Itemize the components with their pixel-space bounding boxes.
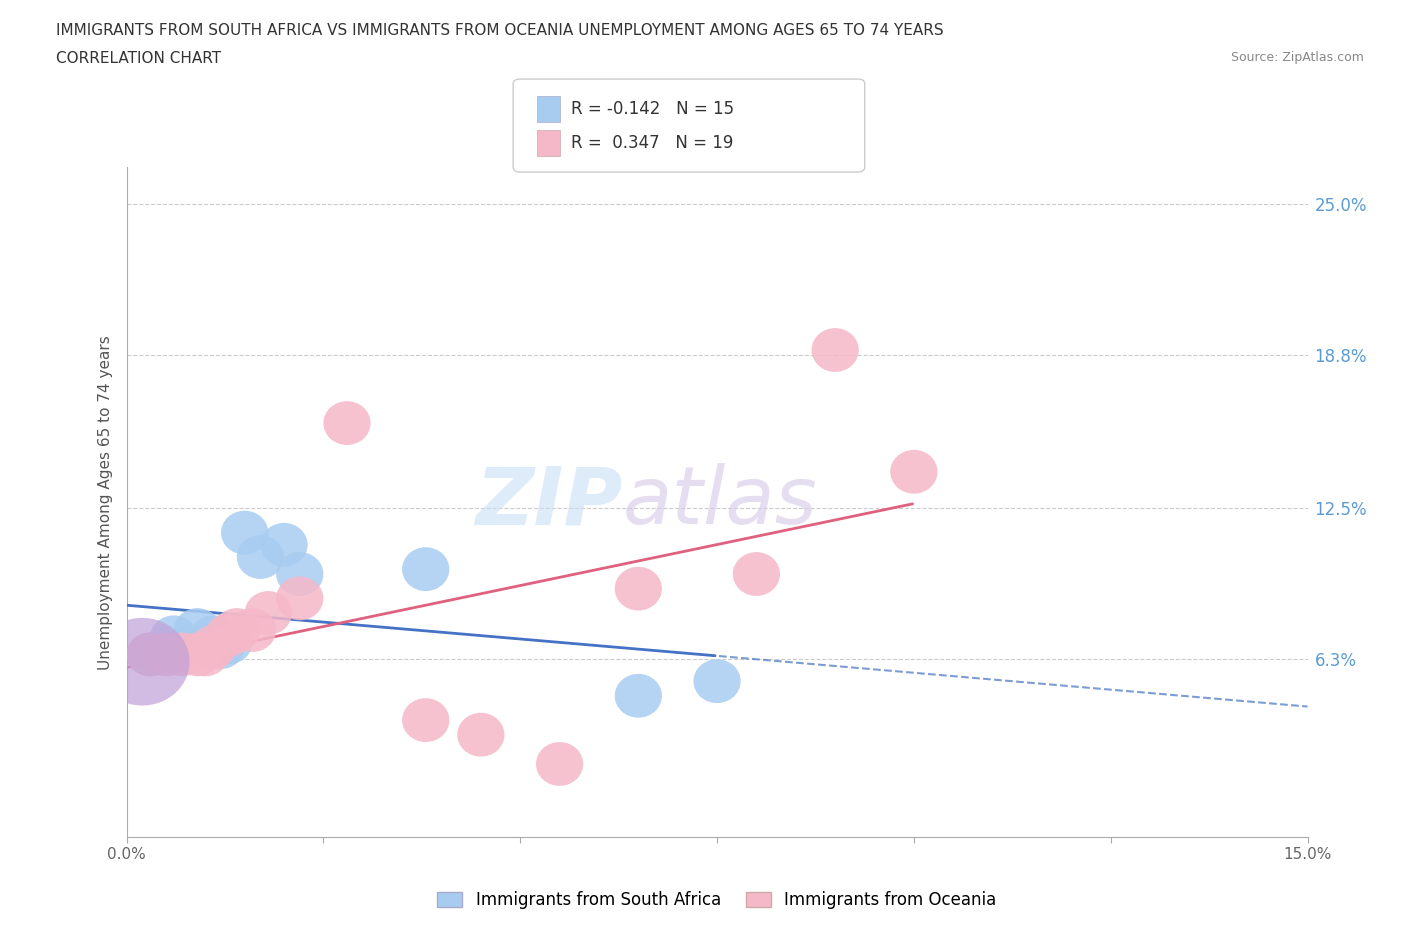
Ellipse shape xyxy=(127,632,174,676)
Ellipse shape xyxy=(323,401,371,445)
Ellipse shape xyxy=(890,450,938,494)
Text: R = -0.142   N = 15: R = -0.142 N = 15 xyxy=(571,100,734,118)
Ellipse shape xyxy=(276,577,323,620)
Ellipse shape xyxy=(811,328,859,372)
Text: R =  0.347   N = 19: R = 0.347 N = 19 xyxy=(571,134,733,153)
Ellipse shape xyxy=(260,523,308,566)
Ellipse shape xyxy=(150,616,197,659)
Ellipse shape xyxy=(96,618,190,706)
Ellipse shape xyxy=(174,632,221,676)
Ellipse shape xyxy=(236,535,284,578)
Text: Source: ZipAtlas.com: Source: ZipAtlas.com xyxy=(1230,51,1364,64)
Ellipse shape xyxy=(221,511,269,554)
Ellipse shape xyxy=(174,608,221,652)
Ellipse shape xyxy=(229,608,276,652)
Ellipse shape xyxy=(181,625,229,669)
Ellipse shape xyxy=(166,625,214,669)
Ellipse shape xyxy=(402,698,450,742)
Ellipse shape xyxy=(276,552,323,596)
Ellipse shape xyxy=(214,608,260,652)
Ellipse shape xyxy=(614,566,662,611)
Text: ZIP: ZIP xyxy=(475,463,623,541)
Ellipse shape xyxy=(181,632,229,676)
Ellipse shape xyxy=(693,659,741,703)
Ellipse shape xyxy=(197,625,245,669)
Ellipse shape xyxy=(127,632,174,676)
Ellipse shape xyxy=(457,712,505,757)
Text: CORRELATION CHART: CORRELATION CHART xyxy=(56,51,221,66)
Text: IMMIGRANTS FROM SOUTH AFRICA VS IMMIGRANTS FROM OCEANIA UNEMPLOYMENT AMONG AGES : IMMIGRANTS FROM SOUTH AFRICA VS IMMIGRAN… xyxy=(56,23,943,38)
Ellipse shape xyxy=(157,632,205,676)
Ellipse shape xyxy=(733,552,780,596)
Text: atlas: atlas xyxy=(623,463,817,541)
Ellipse shape xyxy=(536,742,583,786)
Ellipse shape xyxy=(614,674,662,718)
Ellipse shape xyxy=(205,620,253,664)
Ellipse shape xyxy=(402,547,450,591)
Legend: Immigrants from South Africa, Immigrants from Oceania: Immigrants from South Africa, Immigrants… xyxy=(430,884,1004,916)
Ellipse shape xyxy=(245,591,292,635)
Ellipse shape xyxy=(190,616,236,659)
Y-axis label: Unemployment Among Ages 65 to 74 years: Unemployment Among Ages 65 to 74 years xyxy=(97,335,112,670)
Ellipse shape xyxy=(190,625,236,669)
Ellipse shape xyxy=(205,613,253,657)
Ellipse shape xyxy=(142,632,190,676)
